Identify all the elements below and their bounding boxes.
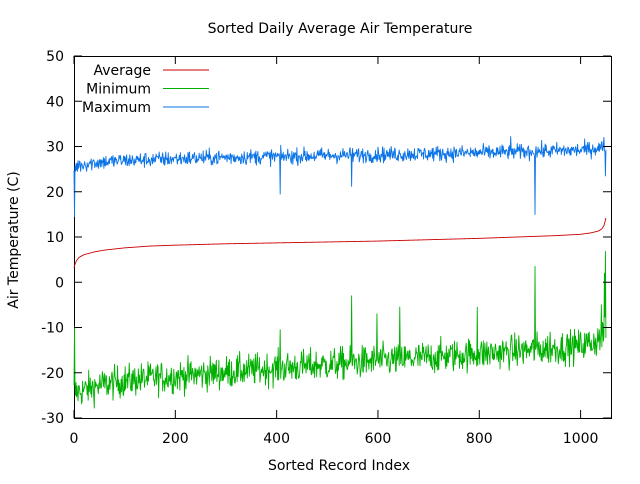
x-tick-label: 400 [263, 431, 290, 447]
legend-label-average: Average [94, 63, 152, 79]
legend-label-maximum: Maximum [82, 100, 151, 116]
x-axis-ticks: 0 200 400 600 800 1000 [70, 56, 599, 447]
x-axis-label: Sorted Record Index [268, 458, 410, 474]
y-tick-label: 20 [46, 185, 64, 201]
x-tick-label: 0 [70, 431, 79, 447]
y-axis-ticks: -30 -20 -10 0 10 20 30 40 50 [41, 49, 611, 427]
y-tick-label: -20 [41, 366, 64, 382]
x-tick-label: 200 [162, 431, 189, 447]
y-tick-label: 0 [55, 275, 64, 291]
y-tick-label: 40 [46, 94, 64, 110]
y-tick-label: -30 [41, 411, 64, 427]
series-line-maximum [73, 136, 607, 218]
y-tick-label: 10 [46, 230, 64, 246]
y-tick-label: 50 [46, 49, 64, 65]
x-tick-label: 600 [365, 431, 392, 447]
x-tick-label: 1000 [563, 431, 599, 447]
series-group [73, 136, 607, 409]
series-line-average [73, 217, 607, 268]
y-tick-label: -10 [41, 321, 64, 337]
y-axis-label: Air Temperature (C) [6, 171, 22, 309]
chart-title: Sorted Daily Average Air Temperature [208, 21, 473, 37]
x-tick-label: 800 [466, 431, 493, 447]
legend-label-minimum: Minimum [86, 82, 151, 98]
series-line-minimum [73, 251, 607, 409]
y-tick-label: 30 [46, 140, 64, 156]
legend: Average Minimum Maximum [82, 63, 209, 116]
